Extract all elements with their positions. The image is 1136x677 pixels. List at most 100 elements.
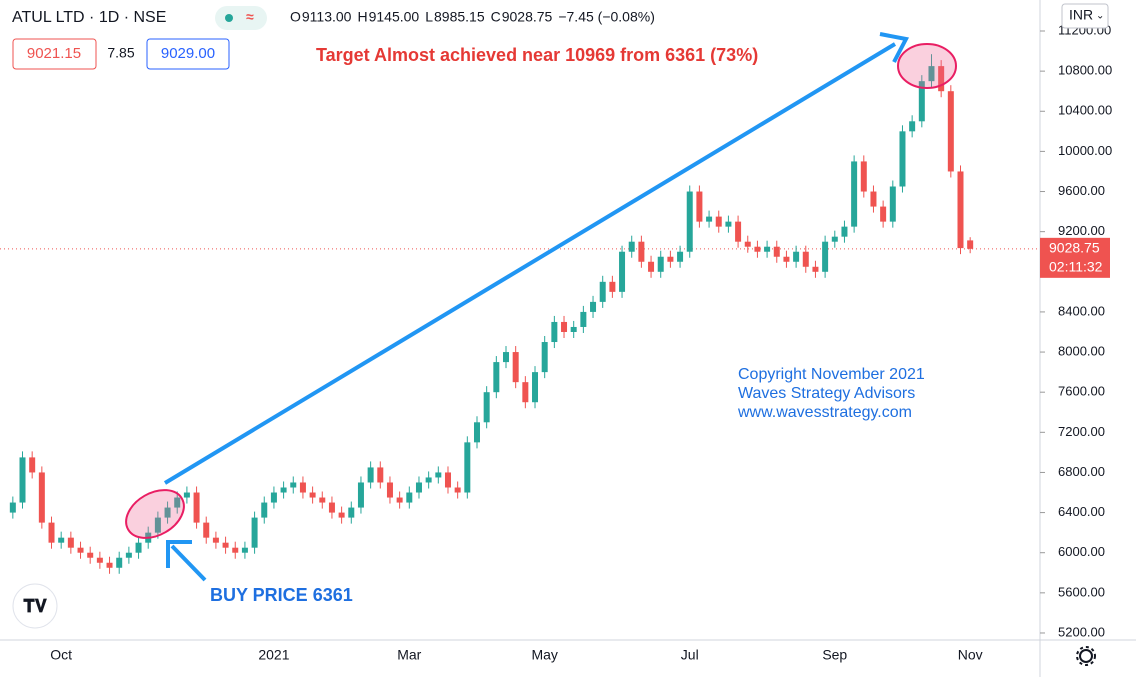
candle-body — [164, 507, 171, 518]
copyright: www.wavesstrategy.com — [737, 404, 912, 421]
candle-body — [48, 522, 55, 543]
candle-body — [909, 121, 916, 132]
candle-body — [638, 241, 645, 262]
candle-body — [947, 91, 954, 172]
candle-body — [841, 226, 848, 237]
candle-body — [38, 472, 45, 523]
candle-body — [735, 221, 742, 242]
candle-body — [116, 557, 123, 568]
axes: 5200.00 5600.00 6000.00 6400.00 6800.00 7200.… — [50, 22, 1112, 662]
ohlc-label: O — [290, 9, 301, 25]
candle-body — [551, 321, 558, 343]
candle-body — [309, 492, 316, 498]
x-tick-label: Nov — [958, 647, 983, 663]
candle-body — [222, 542, 229, 548]
candle-body — [473, 422, 480, 443]
candle-body — [435, 472, 442, 478]
candle-body — [483, 392, 490, 423]
candle-body — [715, 216, 722, 227]
candle-body — [338, 512, 345, 518]
sell-button[interactable] — [12, 38, 97, 70]
candle-body — [106, 562, 113, 568]
status-dot — [225, 14, 233, 22]
candle-body — [174, 497, 181, 508]
candle-body — [928, 66, 935, 82]
candle-body — [193, 492, 200, 523]
candle-body — [232, 547, 239, 553]
currency-caret: ⌄ — [1096, 11, 1104, 22]
candle-body — [241, 547, 248, 553]
x-tick-label: Sep — [822, 647, 847, 663]
target-highlight — [897, 43, 957, 89]
x-tick-label: 2021 — [258, 647, 289, 663]
candle-body — [648, 261, 655, 272]
candle-body — [918, 81, 925, 122]
candle-body — [493, 362, 500, 393]
candle-body — [125, 552, 132, 558]
candle-body — [619, 251, 626, 292]
candle-body — [744, 241, 751, 247]
candle-body — [319, 497, 326, 503]
ohlc-label: L — [425, 9, 433, 25]
candle-body — [154, 517, 161, 533]
candle-body — [280, 487, 287, 493]
currency-button[interactable] — [1061, 3, 1109, 29]
symbol: ATUL LTD · 1D · NSE — [12, 9, 166, 26]
candle-body — [444, 472, 451, 488]
candle-body — [696, 191, 703, 222]
candle-body — [764, 246, 771, 252]
y-tick-label: 6400.00 — [1058, 504, 1105, 519]
candle-body — [203, 522, 210, 538]
candle-body — [889, 186, 896, 222]
candle-body — [58, 537, 65, 543]
copyright: Copyright November 2021 — [738, 366, 925, 383]
ohlc: O 9113.00 H 9145.00 L 8985.15 C 9028.75 −7.45 (−… — [290, 9, 655, 25]
candle-body — [831, 236, 838, 242]
ohlc-value: 9145.00 — [369, 9, 420, 25]
candle-body — [270, 492, 277, 503]
candle-body — [377, 467, 384, 483]
candle-body — [96, 557, 103, 563]
buy-annotation: BUY PRICE 6361 — [210, 585, 353, 605]
candle-body — [212, 537, 219, 543]
candle-body — [957, 171, 964, 249]
target-arrow — [163, 42, 897, 485]
candle-body — [725, 221, 732, 227]
buy-button[interactable] — [146, 38, 230, 70]
price-tag — [1040, 237, 1110, 278]
candle-body — [251, 517, 258, 548]
candle-body — [367, 467, 374, 483]
spread: 7.85 — [107, 45, 134, 61]
candle-body — [802, 251, 809, 267]
countdown: 02:11:32 — [1049, 259, 1103, 275]
x-tick-label: Mar — [397, 647, 421, 663]
candles — [9, 54, 974, 574]
candle-body — [386, 482, 393, 498]
y-tick-label: 9600.00 — [1058, 183, 1105, 198]
status-pill[interactable] — [215, 6, 267, 30]
candle-body — [183, 492, 190, 498]
candle-body — [686, 191, 693, 252]
y-tick-label: 8400.00 — [1058, 303, 1105, 318]
candle-body — [29, 457, 36, 473]
y-tick-label: 10800.00 — [1058, 63, 1112, 78]
y-tick-label: 7200.00 — [1058, 424, 1105, 439]
candle-body — [503, 352, 510, 363]
candle-body — [406, 492, 413, 503]
y-tick-label: 6800.00 — [1058, 464, 1105, 479]
candle-body — [677, 251, 684, 262]
y-tick-label: 9200.00 — [1058, 223, 1105, 238]
buy-arrow — [170, 544, 207, 582]
y-tick-label: 8000.00 — [1058, 343, 1105, 358]
candle-body — [793, 251, 800, 262]
candle-body — [628, 241, 635, 252]
change: −7.45 (−0.08%) — [558, 9, 655, 25]
candle-body — [609, 281, 616, 292]
y-tick-label: 6000.00 — [1058, 544, 1105, 559]
candle-body — [87, 552, 94, 558]
candle-body — [570, 326, 577, 332]
candle-body — [77, 547, 84, 553]
candle-body — [657, 256, 664, 272]
settings-icon[interactable] — [1076, 646, 1096, 666]
